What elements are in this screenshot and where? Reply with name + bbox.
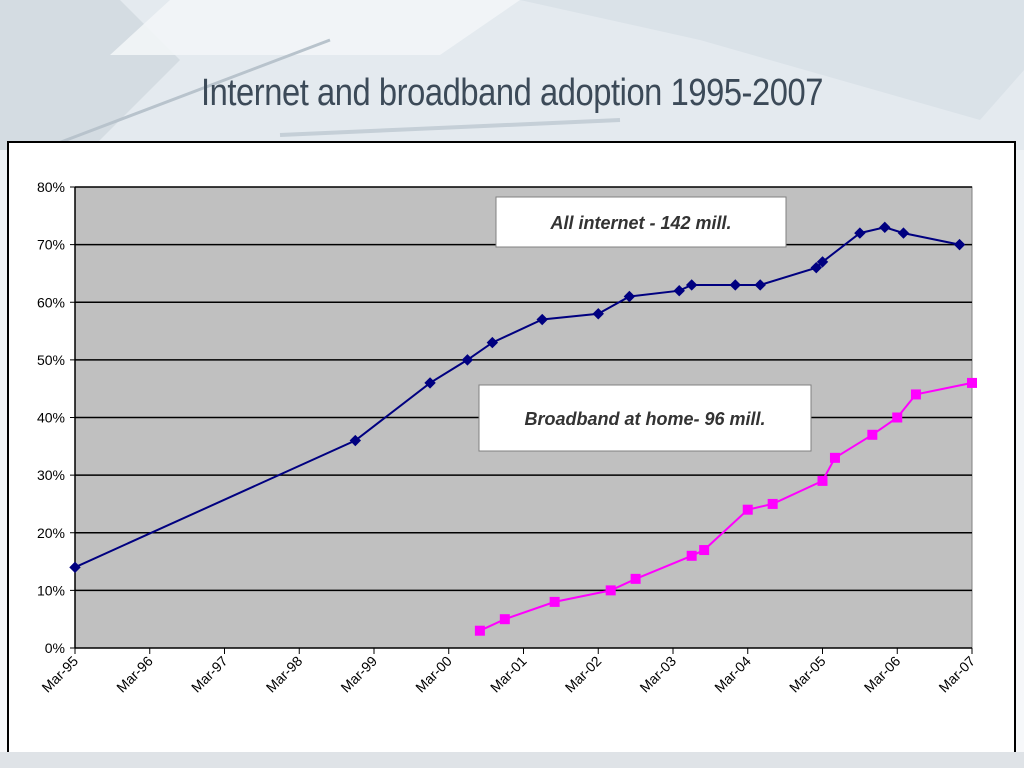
data-point — [867, 429, 878, 440]
data-point — [879, 221, 891, 234]
x-tick-label: Mar-03 — [636, 653, 679, 696]
data-point — [499, 614, 510, 625]
background-decoration — [0, 0, 1024, 150]
data-point — [549, 596, 560, 607]
data-point — [910, 389, 921, 400]
x-tick-label: Mar-99 — [337, 653, 380, 696]
y-tick-label: 0% — [45, 640, 65, 656]
series-annotation-box — [495, 196, 787, 248]
y-tick-label: 10% — [37, 582, 65, 598]
data-point — [829, 452, 840, 463]
data-point — [897, 227, 910, 239]
data-point — [605, 585, 616, 596]
y-tick-label: 60% — [37, 294, 65, 310]
x-tick-label: Mar-06 — [861, 653, 904, 696]
data-point — [630, 573, 641, 584]
x-tick-label: Mar-00 — [412, 653, 455, 696]
series-annotation-label: Broadband at home- 96 mill. — [524, 409, 765, 429]
data-point — [69, 561, 81, 574]
y-tick-label: 50% — [37, 352, 65, 368]
x-tick-label: Mar-04 — [711, 653, 754, 696]
footer-strip — [0, 752, 1024, 768]
data-point — [486, 336, 499, 349]
y-tick-label: 80% — [37, 179, 65, 195]
x-tick-label: Mar-01 — [487, 653, 530, 696]
x-tick-label: Mar-05 — [786, 653, 829, 696]
data-point — [816, 256, 829, 268]
y-tick-label: 30% — [37, 467, 65, 483]
y-tick-label: 70% — [37, 237, 65, 253]
data-point — [854, 227, 866, 239]
data-point — [474, 625, 485, 636]
data-point — [686, 550, 697, 561]
data-point — [810, 261, 822, 274]
x-tick-label: Mar-97 — [188, 653, 231, 696]
y-tick-label: 40% — [37, 410, 65, 426]
page-title: Internet and broadband adoption 1995-200… — [201, 72, 823, 114]
x-tick-label: Mar-98 — [263, 653, 306, 696]
data-point — [967, 377, 977, 388]
data-point — [742, 504, 753, 515]
data-point — [536, 313, 548, 326]
x-tick-label: Mar-02 — [562, 653, 605, 696]
x-tick-label: Mar-95 — [38, 653, 81, 696]
chart-frame: 0% 10% 20% 30% 40% 50% 60% 70% 80% Mar-95 Mar-96 Ma… — [7, 141, 1016, 761]
line-chart: 0% 10% 20% 30% 40% 50% 60% 70% 80% Mar-95 Mar-96 Ma… — [37, 179, 978, 696]
data-point — [699, 545, 710, 556]
series-annotation-label: All internet - 142 mill. — [549, 213, 731, 233]
data-point — [953, 238, 966, 251]
data-point — [767, 498, 778, 509]
x-tick-label: Mar-96 — [113, 653, 156, 696]
data-point — [424, 377, 436, 389]
data-point — [817, 475, 828, 486]
x-tick-label: Mar-07 — [935, 653, 978, 696]
data-point — [754, 279, 766, 291]
data-point — [461, 354, 474, 366]
series-annotation-box — [478, 384, 812, 452]
data-point — [673, 285, 685, 297]
y-tick-label: 20% — [37, 525, 65, 541]
data-point — [892, 412, 903, 423]
data-point — [685, 279, 698, 291]
data-point — [623, 290, 636, 303]
data-point — [592, 308, 604, 320]
data-point — [349, 434, 362, 447]
data-point — [729, 279, 741, 291]
